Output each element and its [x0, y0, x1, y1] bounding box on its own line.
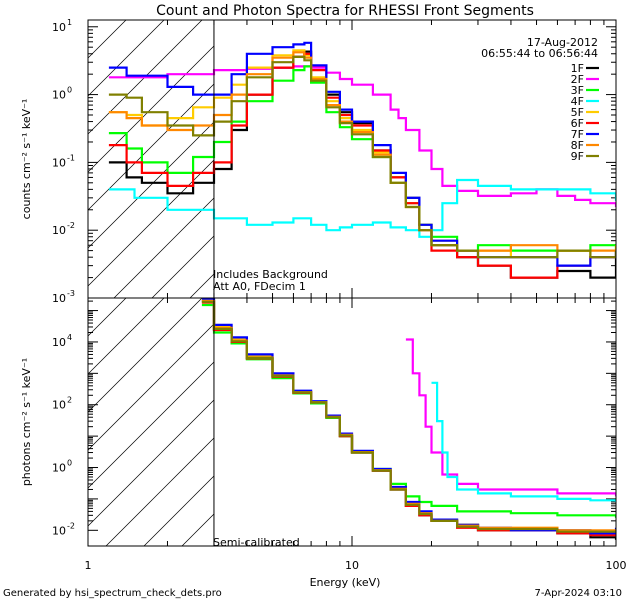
- photon-hatch-line: [87, 297, 165, 375]
- count-low-energy-shading: [87, 19, 215, 299]
- legend-label-1F: 1F: [571, 62, 584, 75]
- x-tick-label: 1: [85, 559, 92, 572]
- photon-hatch-line: [87, 361, 215, 489]
- photon-hatch-line: [87, 297, 127, 337]
- photon-hatch-line: [87, 399, 215, 527]
- count-series-3F: [108, 65, 616, 258]
- count-hatch-line: [87, 83, 215, 211]
- count-hatch-line: [87, 159, 215, 287]
- count-series-5F: [108, 49, 616, 259]
- photon-series-lines: [201, 298, 616, 540]
- footer-timestamp: 7-Apr-2024 03:10: [535, 588, 622, 599]
- legend-label-6F: 6F: [571, 117, 584, 130]
- legend-label-4F: 4F: [571, 95, 584, 108]
- count-y-axis-label: counts cm⁻² s⁻¹ keV⁻¹: [20, 99, 33, 220]
- count-hatch-line: [87, 121, 215, 249]
- photon-y-tick-exponent: 2: [67, 396, 72, 405]
- photon-note-calibration: Semi-calibrated: [213, 536, 300, 549]
- count-hatch-line: [113, 197, 215, 299]
- x-axis-ticks: 1 10 100: [85, 559, 627, 572]
- photon-y-tick-label: 10: [52, 336, 66, 349]
- photon-hatch-line: [87, 323, 215, 451]
- count-series-7F: [108, 41, 616, 267]
- photon-hatch-line: [181, 513, 215, 547]
- legend-time-range: 06:55:44 to 06:56:44: [481, 47, 598, 60]
- photon-series-4F: [431, 381, 616, 502]
- count-note-attenuator: Att A0, FDecim 1: [213, 280, 306, 293]
- count-hatch-line: [87, 19, 127, 59]
- photon-series-2F: [405, 338, 616, 497]
- legend-label-8F: 8F: [571, 139, 584, 152]
- x-tick-label: 10: [345, 559, 359, 572]
- legend-label-5F: 5F: [571, 106, 584, 119]
- photon-plot-frame: [87, 297, 617, 547]
- legend: 17-Aug-2012 06:55:44 to 06:56:44 1F2F3F4…: [481, 36, 599, 163]
- photon-low-energy-shading: [87, 297, 215, 547]
- legend-label-9F: 9F: [571, 150, 584, 163]
- x-axis-label: Energy (keV): [310, 576, 381, 589]
- count-y-tick-label: 10: [52, 156, 66, 169]
- count-y-tick-label: 10: [52, 292, 66, 305]
- photon-hatch-line: [143, 475, 215, 547]
- count-y-tick-exponent: -2: [67, 221, 75, 230]
- count-series-lines: [108, 41, 616, 279]
- count-note-background: Includes Background: [213, 268, 328, 281]
- count-y-tick-exponent: 0: [67, 86, 72, 95]
- photon-series-7F: [201, 298, 616, 535]
- photon-y-tick-exponent: 4: [67, 333, 72, 342]
- legend-label-2F: 2F: [571, 73, 584, 86]
- x-tick-label: 100: [606, 559, 627, 572]
- chart-title: Count and Photon Spectra for RHESSI Fron…: [156, 3, 534, 19]
- count-y-tick-exponent: -3: [67, 289, 75, 298]
- count-series-4F: [108, 178, 616, 238]
- count-hatch-line: [151, 235, 215, 299]
- count-y-tick-label: 10: [52, 21, 66, 34]
- photon-y-axis-label: photons cm⁻² s⁻¹ keV⁻¹: [20, 358, 33, 486]
- photon-y-tick-label: 10: [52, 524, 66, 537]
- count-y-tick-label: 10: [52, 224, 66, 237]
- count-hatch-line: [87, 19, 165, 97]
- photon-y-tick-label: 10: [52, 462, 66, 475]
- legend-date: 17-Aug-2012: [527, 36, 598, 49]
- photon-y-tick-exponent: 0: [67, 459, 72, 468]
- count-y-tick-label: 10: [52, 89, 66, 102]
- photon-y-tick-label: 10: [52, 399, 66, 412]
- count-y-tick-exponent: -1: [67, 153, 75, 162]
- photon-series-9F: [201, 300, 616, 533]
- count-series-9F: [108, 55, 616, 259]
- footer-generator: Generated by hsi_spectrum_check_dets.pro: [3, 588, 222, 599]
- count-y-tick-exponent: 1: [67, 18, 72, 27]
- count-hatch-line: [87, 45, 215, 173]
- count-hatch-line: [189, 273, 215, 299]
- photon-hatch-line: [87, 297, 203, 413]
- photon-y-tick-exponent: -2: [67, 521, 75, 530]
- photon-series-6F: [201, 301, 616, 537]
- photon-series-3F: [201, 303, 616, 518]
- photon-hatch-line: [105, 437, 215, 547]
- legend-label-7F: 7F: [571, 128, 584, 141]
- legend-label-3F: 3F: [571, 84, 584, 97]
